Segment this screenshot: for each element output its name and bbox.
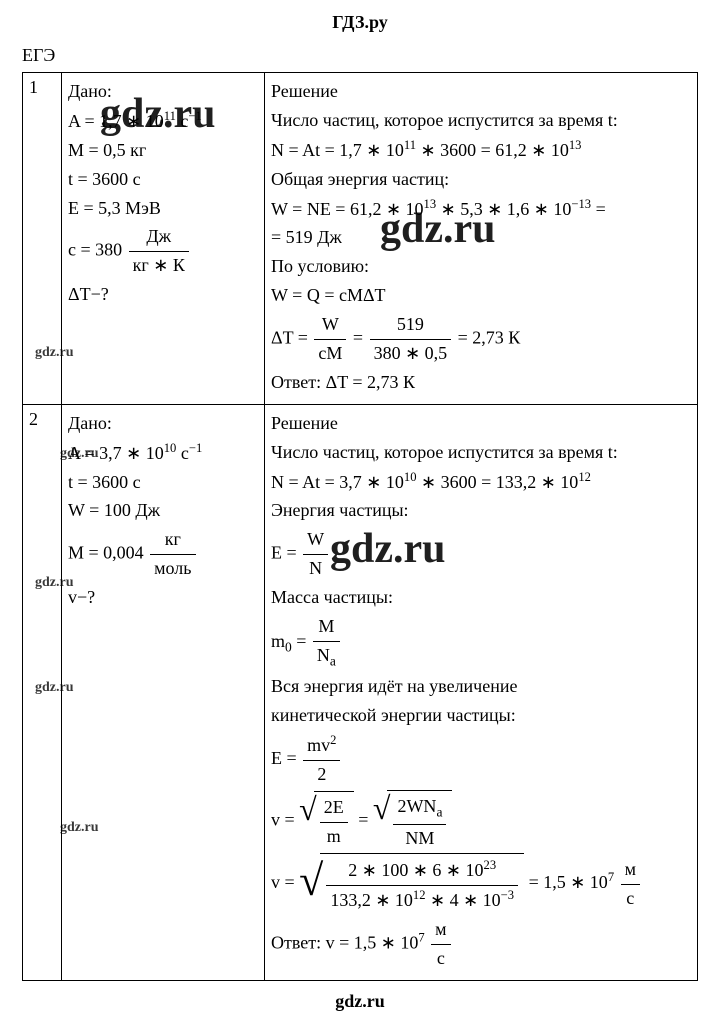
answer-line: Ответ: v = 1,5 ∗ 107 мс xyxy=(271,916,691,973)
page-header: ГДЗ.ру xyxy=(0,0,720,41)
given-line: t = 3600 с xyxy=(68,166,258,194)
solution-line: N = At = 1,7 ∗ 1011 ∗ 3600 = 61,2 ∗ 1013 xyxy=(271,136,691,165)
solution-line: W = Q = cMΔT xyxy=(271,282,691,310)
table-row: 1 Дано: A = 1,7 ∗ 1011 с−1 M = 0,5 кг t … xyxy=(23,73,698,405)
given-line: W = 100 Дж xyxy=(68,497,258,525)
given-line: v−? xyxy=(68,584,258,612)
given-title: Дано: xyxy=(68,410,258,438)
problem-number: 2 xyxy=(23,404,62,980)
solution-line: E = mv22 xyxy=(271,731,691,789)
solution-line: По условию: xyxy=(271,253,691,281)
solution-cell: Решение Число частиц, которое испустится… xyxy=(265,73,698,405)
problem-number: 1 xyxy=(23,73,62,405)
solution-title: Решение xyxy=(271,78,691,106)
solution-line: N = At = 3,7 ∗ 1010 ∗ 3600 = 133,2 ∗ 101… xyxy=(271,468,691,497)
given-line: E = 5,3 МэВ xyxy=(68,195,258,223)
answer-line: Ответ: ΔT = 2,73 К xyxy=(271,369,691,397)
solution-cell: Решение Число частиц, которое испустится… xyxy=(265,404,698,980)
solution-line: Число частиц, которое испустится за врем… xyxy=(271,439,691,467)
solution-line: Энергия частицы: xyxy=(271,497,691,525)
given-line: A = 1,7 ∗ 1011 с−1 xyxy=(68,107,258,136)
problems-table: 1 Дано: A = 1,7 ∗ 1011 с−1 M = 0,5 кг t … xyxy=(22,72,698,981)
given-line: c = 380 Джкг ∗ К xyxy=(68,223,258,280)
solution-line: v = √2Em = √2WNaNM xyxy=(271,790,691,852)
given-line: A = 3,7 ∗ 1010 с−1 xyxy=(68,439,258,468)
solution-line: v = √ 2 ∗ 100 ∗ 6 ∗ 1023 133,2 ∗ 1012 ∗ … xyxy=(271,853,691,915)
table-row: 2 Дано: A = 3,7 ∗ 1010 с−1 t = 3600 с W … xyxy=(23,404,698,980)
section-label: ЕГЭ xyxy=(0,41,720,72)
solution-line: Общая энергия частиц: xyxy=(271,166,691,194)
solution-title: Решение xyxy=(271,410,691,438)
solution-line: Число частиц, которое испустится за врем… xyxy=(271,107,691,135)
given-line: M = 0,004 кгмоль xyxy=(68,526,258,583)
given-line: t = 3600 с xyxy=(68,469,258,497)
solution-line: Масса частицы: xyxy=(271,584,691,612)
solution-line: кинетической энергии частицы: xyxy=(271,702,691,730)
given-title: Дано: xyxy=(68,78,258,106)
given-cell: Дано: A = 3,7 ∗ 1010 с−1 t = 3600 с W = … xyxy=(62,404,265,980)
page-footer: gdz.ru xyxy=(0,981,720,1012)
given-line: ΔT−? xyxy=(68,281,258,309)
given-cell: Дано: A = 1,7 ∗ 1011 с−1 M = 0,5 кг t = … xyxy=(62,73,265,405)
solution-line: Вся энергия идёт на увеличение xyxy=(271,673,691,701)
solution-line: W = NE = 61,2 ∗ 1013 ∗ 5,3 ∗ 1,6 ∗ 10−13… xyxy=(271,195,691,224)
given-line: M = 0,5 кг xyxy=(68,137,258,165)
solution-line: ΔT = WcM = 519380 ∗ 0,5 = 2,73 К xyxy=(271,311,691,368)
solution-line: E = WN xyxy=(271,526,691,583)
solution-line: m0 = MNa xyxy=(271,613,691,672)
solution-line: = 519 Дж xyxy=(271,224,691,252)
